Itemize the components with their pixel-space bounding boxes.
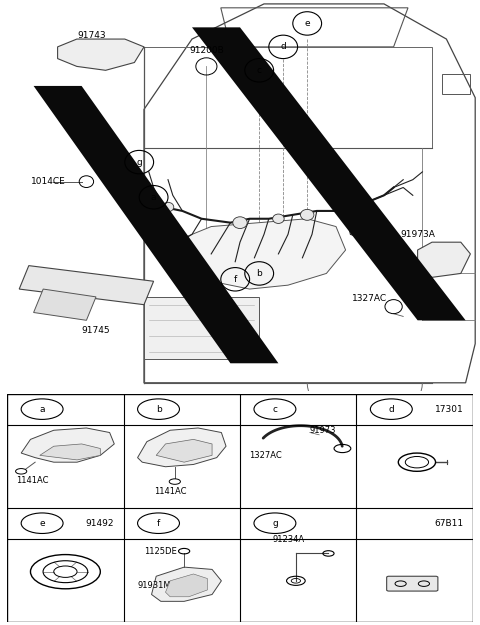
Text: 1327AC: 1327AC bbox=[352, 294, 387, 303]
Polygon shape bbox=[178, 219, 346, 289]
Polygon shape bbox=[152, 567, 221, 601]
FancyBboxPatch shape bbox=[387, 576, 438, 591]
Text: 1125DE: 1125DE bbox=[144, 547, 177, 556]
Text: 91973A: 91973A bbox=[400, 230, 435, 239]
Text: 91492: 91492 bbox=[86, 519, 114, 528]
Text: 91743: 91743 bbox=[77, 31, 106, 39]
Polygon shape bbox=[21, 428, 114, 462]
Text: f: f bbox=[234, 275, 237, 284]
Text: f: f bbox=[157, 519, 160, 528]
Circle shape bbox=[233, 217, 247, 229]
Text: 67B11: 67B11 bbox=[434, 519, 464, 528]
Text: a: a bbox=[151, 192, 156, 202]
Text: 91745: 91745 bbox=[82, 326, 110, 334]
Text: 1141AC: 1141AC bbox=[154, 488, 186, 496]
Text: c: c bbox=[257, 66, 262, 75]
Text: 91234A: 91234A bbox=[273, 535, 305, 544]
Polygon shape bbox=[40, 444, 100, 460]
Circle shape bbox=[300, 209, 314, 220]
Circle shape bbox=[273, 214, 284, 223]
Text: 1327AC: 1327AC bbox=[249, 451, 282, 460]
Text: c: c bbox=[273, 404, 277, 414]
Polygon shape bbox=[156, 439, 212, 462]
Polygon shape bbox=[138, 428, 226, 467]
Text: e: e bbox=[39, 519, 45, 528]
Polygon shape bbox=[144, 297, 259, 359]
Text: 17301: 17301 bbox=[435, 404, 464, 414]
Text: 91973: 91973 bbox=[310, 426, 336, 435]
Polygon shape bbox=[166, 574, 207, 597]
Polygon shape bbox=[58, 39, 144, 70]
Text: d: d bbox=[280, 42, 286, 51]
Text: 1014CE: 1014CE bbox=[31, 177, 65, 186]
Text: g: g bbox=[136, 158, 142, 167]
Polygon shape bbox=[34, 86, 278, 363]
Text: 91931M: 91931M bbox=[138, 581, 171, 590]
Text: e: e bbox=[304, 19, 310, 28]
Text: a: a bbox=[39, 404, 45, 414]
Polygon shape bbox=[192, 28, 466, 320]
Text: g: g bbox=[272, 519, 278, 528]
Polygon shape bbox=[19, 266, 154, 304]
Text: 1141AC: 1141AC bbox=[16, 476, 49, 485]
Circle shape bbox=[162, 202, 174, 212]
Polygon shape bbox=[34, 289, 96, 320]
Text: 91200B: 91200B bbox=[189, 46, 224, 55]
Text: b: b bbox=[156, 404, 161, 414]
Circle shape bbox=[339, 206, 352, 216]
Text: b: b bbox=[256, 269, 262, 278]
Polygon shape bbox=[418, 242, 470, 278]
Text: d: d bbox=[388, 404, 394, 414]
